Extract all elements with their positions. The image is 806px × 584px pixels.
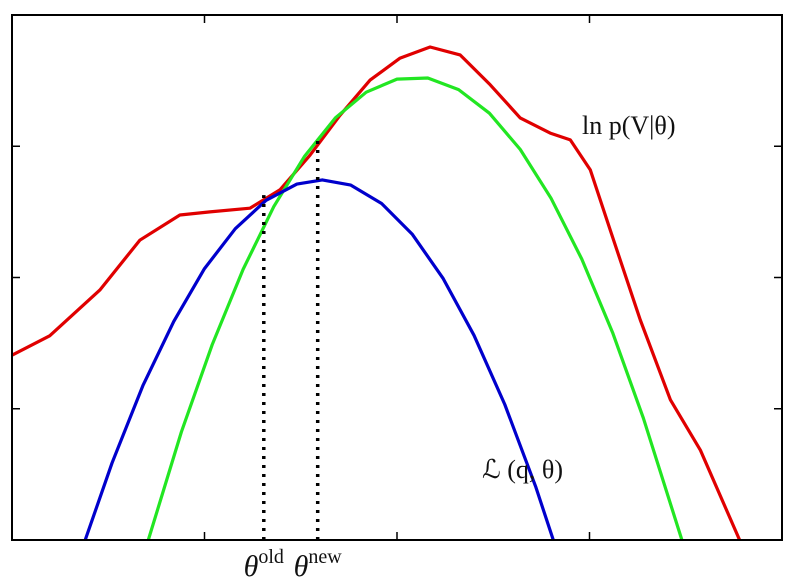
marker-superscript: new xyxy=(308,546,342,568)
marker-superscript: old xyxy=(258,546,284,568)
curve xyxy=(12,45,742,540)
curve-label: ln p(V|θ) xyxy=(582,111,675,140)
plot-frame xyxy=(11,14,783,541)
curve xyxy=(83,178,555,540)
curve xyxy=(146,76,684,540)
marker-label: θold xyxy=(244,546,284,583)
marker-symbol: θ xyxy=(244,550,259,583)
marker-label: θnew xyxy=(294,546,343,583)
curve-label: ℒ (q, θ) xyxy=(482,455,563,484)
marker-symbol: θ xyxy=(294,550,309,583)
